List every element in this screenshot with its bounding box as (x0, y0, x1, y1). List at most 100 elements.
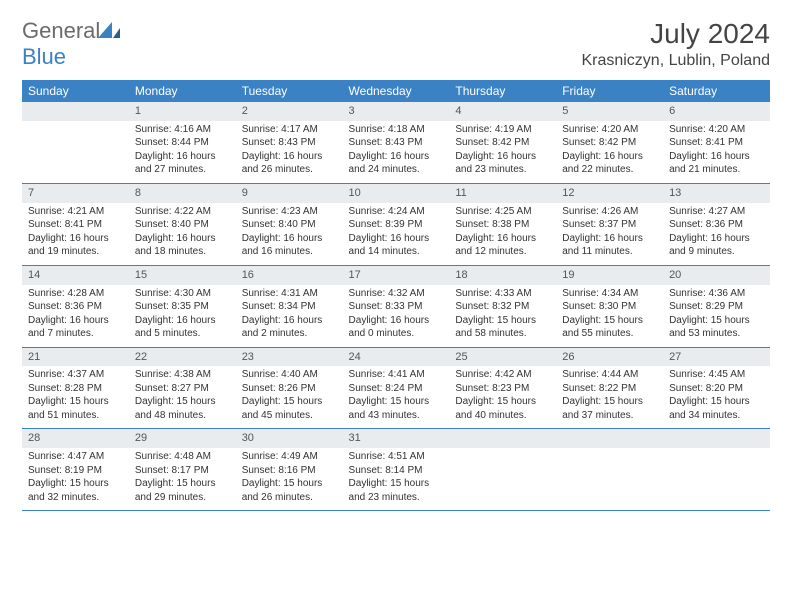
day-number: 31 (343, 429, 450, 448)
day-body: Sunrise: 4:48 AMSunset: 8:17 PMDaylight:… (129, 448, 236, 510)
sunrise-line: Sunrise: 4:18 AM (349, 123, 444, 137)
calendar-day: 23Sunrise: 4:40 AMSunset: 8:26 PMDayligh… (236, 347, 343, 429)
sunset-line: Sunset: 8:14 PM (349, 464, 444, 478)
day-number: 16 (236, 266, 343, 285)
day-number: 17 (343, 266, 450, 285)
day-number: 2 (236, 102, 343, 121)
day-body: Sunrise: 4:36 AMSunset: 8:29 PMDaylight:… (663, 285, 770, 347)
day-body: Sunrise: 4:20 AMSunset: 8:42 PMDaylight:… (556, 121, 663, 183)
calendar-table: SundayMondayTuesdayWednesdayThursdayFrid… (22, 80, 770, 511)
day-number: 5 (556, 102, 663, 121)
logo-word-2: Blue (22, 44, 66, 69)
daylight-line: Daylight: 16 hours and 24 minutes. (349, 150, 444, 177)
day-body: Sunrise: 4:33 AMSunset: 8:32 PMDaylight:… (449, 285, 556, 347)
daylight-line: Daylight: 15 hours and 48 minutes. (135, 395, 230, 422)
day-body: Sunrise: 4:45 AMSunset: 8:20 PMDaylight:… (663, 366, 770, 428)
day-number: 27 (663, 348, 770, 367)
daylight-line: Daylight: 15 hours and 58 minutes. (455, 314, 550, 341)
sunset-line: Sunset: 8:36 PM (28, 300, 123, 314)
calendar-day: 29Sunrise: 4:48 AMSunset: 8:17 PMDayligh… (129, 429, 236, 511)
daylight-line: Daylight: 15 hours and 45 minutes. (242, 395, 337, 422)
daylight-line: Daylight: 16 hours and 18 minutes. (135, 232, 230, 259)
sunset-line: Sunset: 8:44 PM (135, 136, 230, 150)
daylight-line: Daylight: 16 hours and 14 minutes. (349, 232, 444, 259)
day-number: 12 (556, 184, 663, 203)
calendar-day: 10Sunrise: 4:24 AMSunset: 8:39 PMDayligh… (343, 183, 450, 265)
day-number-empty (22, 102, 129, 121)
day-body: Sunrise: 4:44 AMSunset: 8:22 PMDaylight:… (556, 366, 663, 428)
calendar-day: 18Sunrise: 4:33 AMSunset: 8:32 PMDayligh… (449, 265, 556, 347)
sunset-line: Sunset: 8:40 PM (242, 218, 337, 232)
calendar-week: 1Sunrise: 4:16 AMSunset: 8:44 PMDaylight… (22, 102, 770, 183)
sunset-line: Sunset: 8:36 PM (669, 218, 764, 232)
day-number: 11 (449, 184, 556, 203)
sail-icon (98, 22, 120, 38)
daylight-line: Daylight: 16 hours and 7 minutes. (28, 314, 123, 341)
calendar-week: 14Sunrise: 4:28 AMSunset: 8:36 PMDayligh… (22, 265, 770, 347)
daylight-line: Daylight: 15 hours and 43 minutes. (349, 395, 444, 422)
sunrise-line: Sunrise: 4:38 AM (135, 368, 230, 382)
sunset-line: Sunset: 8:16 PM (242, 464, 337, 478)
calendar-day: 14Sunrise: 4:28 AMSunset: 8:36 PMDayligh… (22, 265, 129, 347)
day-number-empty (663, 429, 770, 448)
day-body: Sunrise: 4:49 AMSunset: 8:16 PMDaylight:… (236, 448, 343, 510)
day-number: 6 (663, 102, 770, 121)
daylight-line: Daylight: 15 hours and 29 minutes. (135, 477, 230, 504)
day-body: Sunrise: 4:22 AMSunset: 8:40 PMDaylight:… (129, 203, 236, 265)
calendar-day: 30Sunrise: 4:49 AMSunset: 8:16 PMDayligh… (236, 429, 343, 511)
sunrise-line: Sunrise: 4:51 AM (349, 450, 444, 464)
day-body: Sunrise: 4:25 AMSunset: 8:38 PMDaylight:… (449, 203, 556, 265)
sunset-line: Sunset: 8:22 PM (562, 382, 657, 396)
day-number: 26 (556, 348, 663, 367)
sunset-line: Sunset: 8:42 PM (562, 136, 657, 150)
calendar-week: 7Sunrise: 4:21 AMSunset: 8:41 PMDaylight… (22, 183, 770, 265)
day-body: Sunrise: 4:51 AMSunset: 8:14 PMDaylight:… (343, 448, 450, 510)
sunset-line: Sunset: 8:23 PM (455, 382, 550, 396)
sunrise-line: Sunrise: 4:21 AM (28, 205, 123, 219)
sunrise-line: Sunrise: 4:24 AM (349, 205, 444, 219)
day-number: 24 (343, 348, 450, 367)
calendar-week: 21Sunrise: 4:37 AMSunset: 8:28 PMDayligh… (22, 347, 770, 429)
day-body: Sunrise: 4:16 AMSunset: 8:44 PMDaylight:… (129, 121, 236, 183)
weekday-header: Saturday (663, 80, 770, 102)
calendar-day: 2Sunrise: 4:17 AMSunset: 8:43 PMDaylight… (236, 102, 343, 183)
weekday-header: Monday (129, 80, 236, 102)
sunrise-line: Sunrise: 4:37 AM (28, 368, 123, 382)
daylight-line: Daylight: 16 hours and 26 minutes. (242, 150, 337, 177)
day-body: Sunrise: 4:34 AMSunset: 8:30 PMDaylight:… (556, 285, 663, 347)
calendar-day: 1Sunrise: 4:16 AMSunset: 8:44 PMDaylight… (129, 102, 236, 183)
calendar-day: 22Sunrise: 4:38 AMSunset: 8:27 PMDayligh… (129, 347, 236, 429)
daylight-line: Daylight: 16 hours and 0 minutes. (349, 314, 444, 341)
sunrise-line: Sunrise: 4:34 AM (562, 287, 657, 301)
calendar-day: 20Sunrise: 4:36 AMSunset: 8:29 PMDayligh… (663, 265, 770, 347)
sunrise-line: Sunrise: 4:33 AM (455, 287, 550, 301)
day-number: 20 (663, 266, 770, 285)
sunrise-line: Sunrise: 4:23 AM (242, 205, 337, 219)
daylight-line: Daylight: 16 hours and 23 minutes. (455, 150, 550, 177)
sunset-line: Sunset: 8:37 PM (562, 218, 657, 232)
day-body: Sunrise: 4:37 AMSunset: 8:28 PMDaylight:… (22, 366, 129, 428)
daylight-line: Daylight: 15 hours and 55 minutes. (562, 314, 657, 341)
day-body (556, 448, 663, 510)
day-body: Sunrise: 4:17 AMSunset: 8:43 PMDaylight:… (236, 121, 343, 183)
sunrise-line: Sunrise: 4:47 AM (28, 450, 123, 464)
calendar-day: 31Sunrise: 4:51 AMSunset: 8:14 PMDayligh… (343, 429, 450, 511)
sunrise-line: Sunrise: 4:36 AM (669, 287, 764, 301)
sunset-line: Sunset: 8:38 PM (455, 218, 550, 232)
sunrise-line: Sunrise: 4:19 AM (455, 123, 550, 137)
daylight-line: Daylight: 16 hours and 11 minutes. (562, 232, 657, 259)
calendar-day: 17Sunrise: 4:32 AMSunset: 8:33 PMDayligh… (343, 265, 450, 347)
calendar-day: 13Sunrise: 4:27 AMSunset: 8:36 PMDayligh… (663, 183, 770, 265)
month-title: July 2024 (581, 18, 770, 50)
calendar-day: 5Sunrise: 4:20 AMSunset: 8:42 PMDaylight… (556, 102, 663, 183)
day-number-empty (556, 429, 663, 448)
sunset-line: Sunset: 8:41 PM (669, 136, 764, 150)
day-number: 19 (556, 266, 663, 285)
daylight-line: Daylight: 15 hours and 26 minutes. (242, 477, 337, 504)
day-body: Sunrise: 4:31 AMSunset: 8:34 PMDaylight:… (236, 285, 343, 347)
day-number: 30 (236, 429, 343, 448)
day-body: Sunrise: 4:47 AMSunset: 8:19 PMDaylight:… (22, 448, 129, 510)
day-number: 28 (22, 429, 129, 448)
day-body: Sunrise: 4:27 AMSunset: 8:36 PMDaylight:… (663, 203, 770, 265)
day-body: Sunrise: 4:41 AMSunset: 8:24 PMDaylight:… (343, 366, 450, 428)
